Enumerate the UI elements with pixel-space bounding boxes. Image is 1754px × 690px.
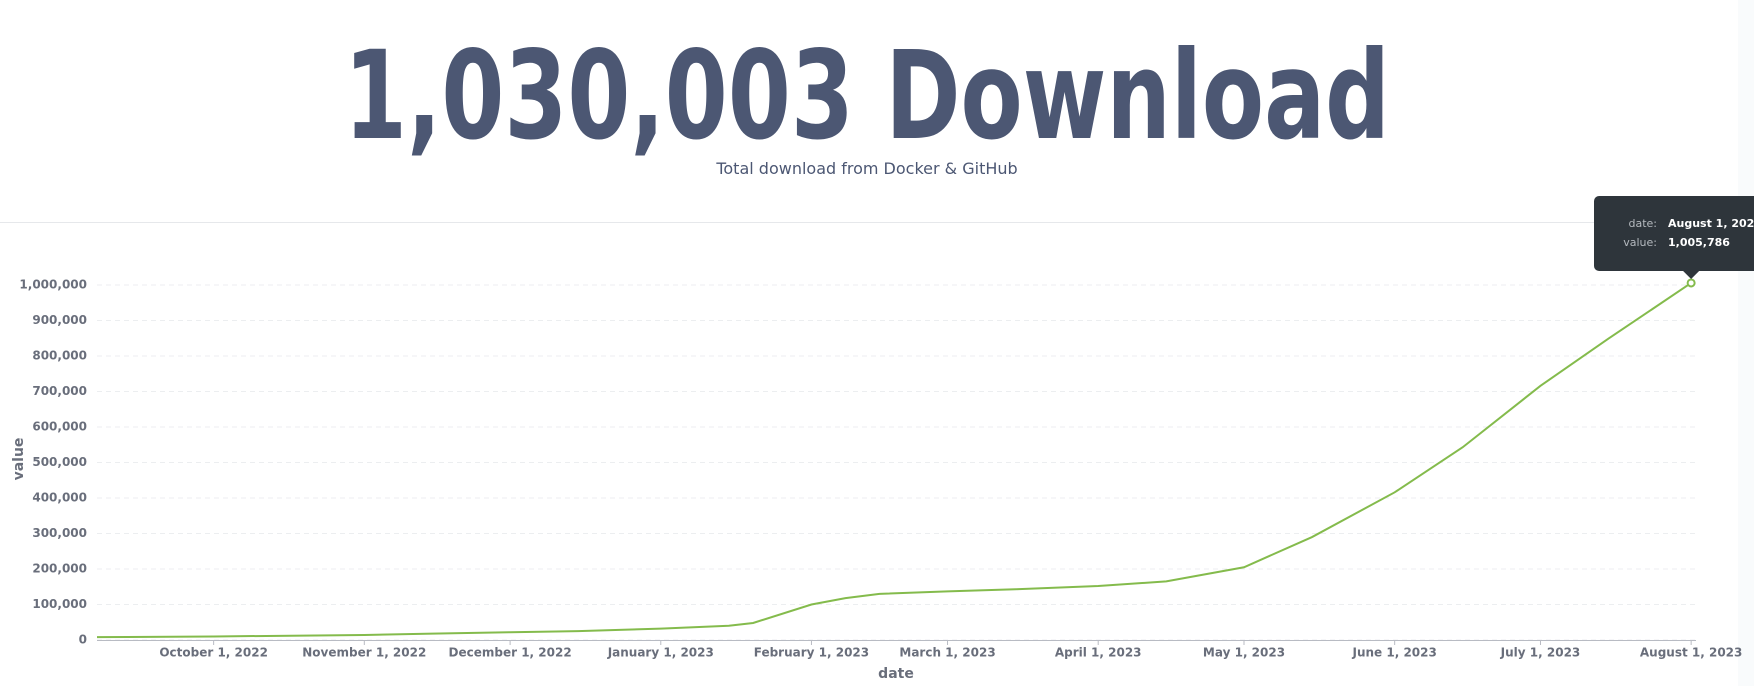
line-series [96,282,1692,639]
x-tick-label: October 1, 2022 [159,646,268,660]
tooltip-pointer [1683,271,1700,279]
header-card [0,0,1738,222]
gutter [1738,0,1754,686]
x-axis-label: date [878,666,914,682]
y-tick-label: 1,000,000 [19,278,87,292]
subtitle: Total download from Docker & GitHub [715,159,1017,178]
y-tick-label: 200,000 [32,562,87,576]
x-tick-label: May 1, 2023 [1203,646,1285,660]
tooltip-box [1594,196,1754,271]
x-tick-label: February 1, 2023 [754,646,869,660]
x-tick-label: July 1, 2023 [1500,646,1581,660]
big-number: 1,030,003 Download [344,25,1390,167]
tooltip-value: 1,005,786 [1668,236,1730,249]
x-tick-label: December 1, 2022 [449,646,572,660]
x-tick-label: January 1, 2023 [607,646,714,660]
x-tick-label: June 1, 2023 [1351,646,1436,660]
y-tick-label: 900,000 [32,313,87,327]
tooltip-key: date: [1628,217,1657,230]
x-tick-label: November 1, 2022 [302,646,426,660]
x-tick-label: August 1, 2023 [1640,646,1743,660]
y-axis-label: value [11,438,27,481]
y-tick-label: 700,000 [32,384,87,398]
y-tick-label: 100,000 [32,597,87,611]
tooltip-key: value: [1623,236,1657,249]
y-tick-label: 800,000 [32,349,87,363]
x-tick-label: April 1, 2023 [1055,646,1142,660]
y-tick-label: 300,000 [32,526,87,540]
y-tick-label: 600,000 [32,420,87,434]
y-tick-label: 400,000 [32,491,87,505]
y-tick-label: 500,000 [32,455,87,469]
y-tick-label: 0 [79,633,87,647]
hover-point [1686,278,1696,288]
x-tick-label: March 1, 2023 [899,646,995,660]
tooltip-value: August 1, 2023 [1668,217,1754,230]
